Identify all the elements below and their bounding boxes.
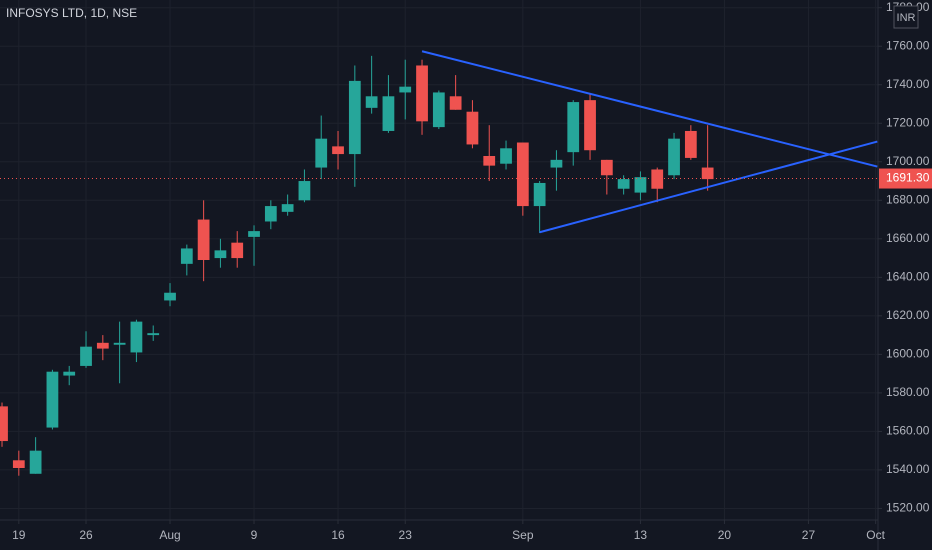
x-tick-label: Aug <box>159 528 180 542</box>
y-tick-label: 1560.00 <box>886 424 930 438</box>
candle-body <box>281 204 294 212</box>
candle-body <box>113 342 126 345</box>
candle-body <box>29 450 42 474</box>
candle-body <box>617 179 630 189</box>
candle-body <box>701 167 714 180</box>
candle-body <box>315 138 328 168</box>
y-tick-label: 1540.00 <box>886 462 930 476</box>
trendline <box>421 50 878 168</box>
x-tick-label: 13 <box>634 528 648 542</box>
y-tick-label: 1640.00 <box>886 270 930 284</box>
x-tick-label: 19 <box>12 528 26 542</box>
y-tick-label: 1620.00 <box>886 308 930 322</box>
candle-body <box>500 148 512 164</box>
candle-body <box>332 146 344 155</box>
x-tick-label: Sep <box>512 528 534 542</box>
candle-body <box>164 292 176 301</box>
last-price-box <box>879 168 932 189</box>
candle-body <box>264 206 277 222</box>
x-tick-label: 27 <box>802 528 816 542</box>
chart-title: INFOSYS LTD, 1D, NSE <box>6 6 137 20</box>
candle-body <box>567 102 580 153</box>
candle-body <box>147 333 160 336</box>
candle-body <box>46 371 59 428</box>
candle-body <box>348 80 361 155</box>
y-tick-label: 1740.00 <box>886 77 930 91</box>
y-tick-label: 1600.00 <box>886 347 930 361</box>
x-tick-label: 9 <box>251 528 258 542</box>
y-tick-label: 1520.00 <box>886 501 930 515</box>
x-tick-label: 26 <box>79 528 93 542</box>
y-tick-label: 1720.00 <box>886 115 930 129</box>
candle-body <box>298 181 311 201</box>
candle-body <box>416 65 428 122</box>
candle-body <box>12 460 25 468</box>
candle-body <box>600 159 613 176</box>
candle-body <box>0 406 8 442</box>
candle-body <box>432 92 445 128</box>
x-tick-label: 23 <box>399 528 413 542</box>
y-tick-label: 1700.00 <box>886 154 930 168</box>
candle-body <box>197 219 210 260</box>
candle-body <box>180 248 193 264</box>
candle-body <box>63 371 76 376</box>
candle-body <box>214 250 227 259</box>
candle-body <box>584 100 596 151</box>
last-price-label: 1691.30 <box>886 171 930 185</box>
currency: INR <box>897 12 916 24</box>
y-tick-label: 1660.00 <box>886 231 930 245</box>
candle-body <box>80 346 92 366</box>
y-tick-label: 1680.00 <box>886 192 930 206</box>
candle-body <box>668 138 680 176</box>
candle-body <box>550 159 563 168</box>
candle-body <box>651 169 664 189</box>
candle-body <box>516 142 529 207</box>
candle-body <box>483 156 496 166</box>
candle-body <box>96 342 109 349</box>
candle-body <box>365 96 378 108</box>
candle-body <box>248 231 260 237</box>
candle-body <box>684 130 697 158</box>
candle-body <box>231 242 244 259</box>
candle-body <box>634 177 647 193</box>
candle-body <box>130 321 143 353</box>
candle-body <box>399 86 412 93</box>
candle-body <box>382 96 395 131</box>
x-tick-label: 16 <box>331 528 345 542</box>
x-tick-label: Oct <box>866 528 885 542</box>
candle-body <box>449 96 462 110</box>
trendline <box>539 140 878 234</box>
plot <box>0 50 878 476</box>
candle-body <box>466 111 479 145</box>
x-tick-label: 20 <box>718 528 732 542</box>
candle-body <box>533 182 546 207</box>
y-tick-label: 1580.00 <box>886 385 930 399</box>
y-tick-label: 1760.00 <box>886 38 930 52</box>
currency-box[interactable] <box>893 5 919 29</box>
